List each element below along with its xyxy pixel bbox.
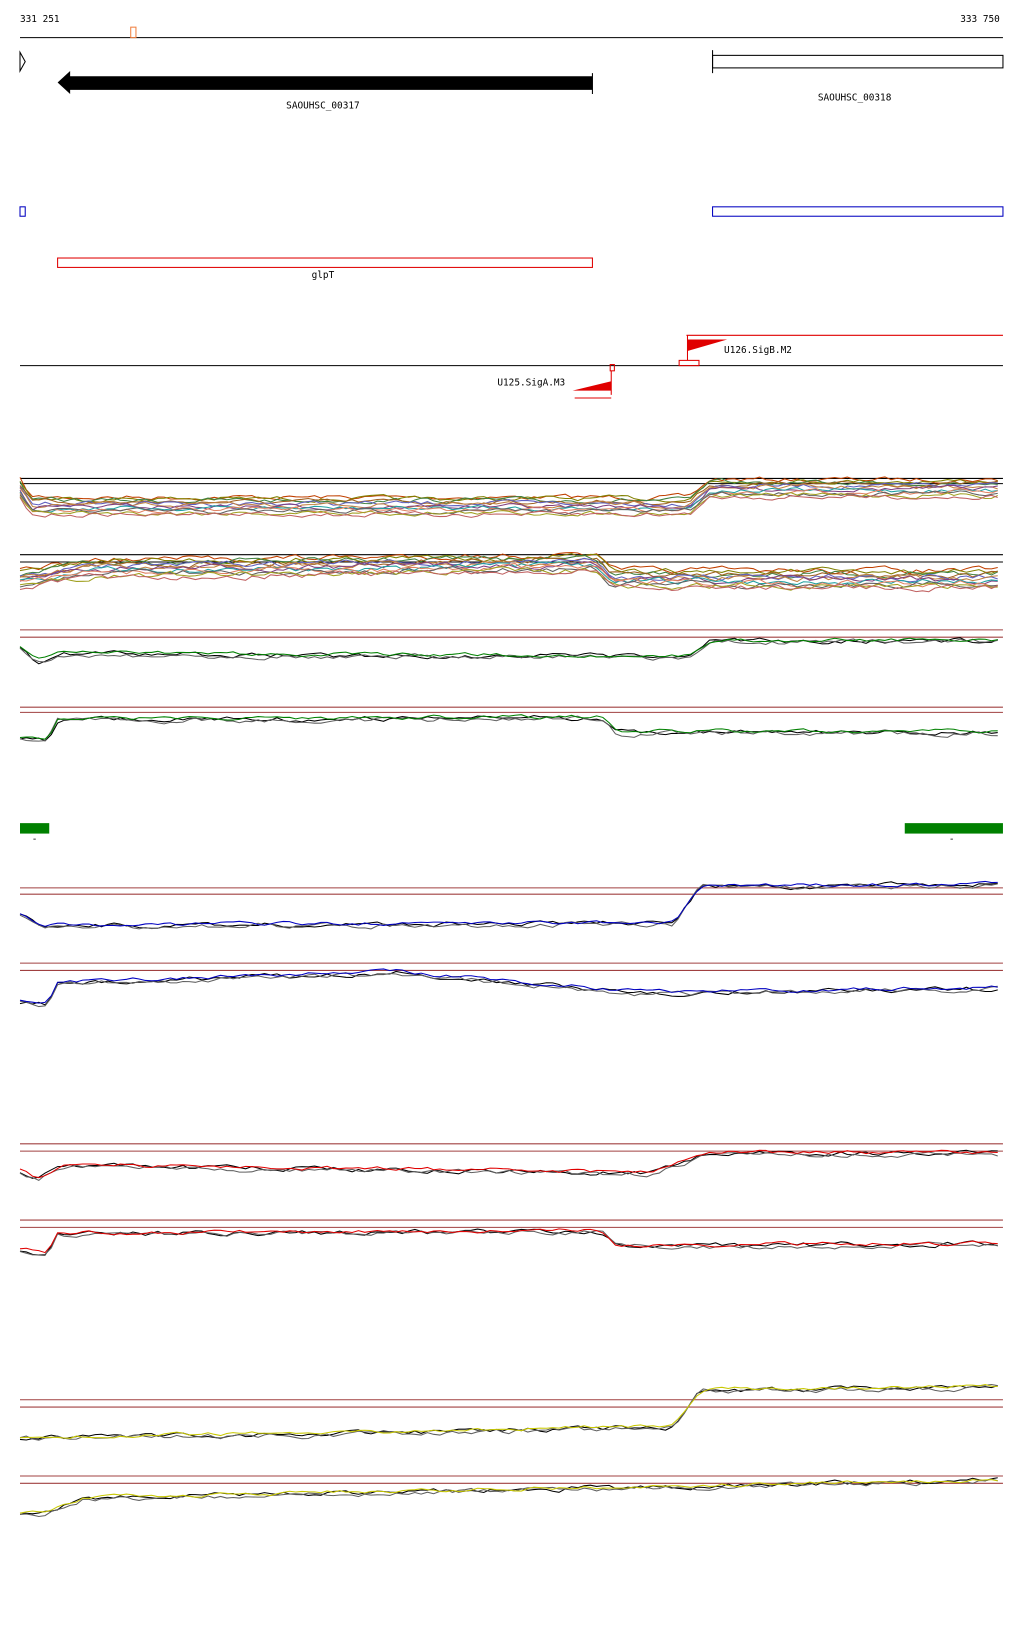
promoter-box bbox=[609, 364, 615, 372]
promoter-box bbox=[678, 359, 700, 367]
signal-line bbox=[19, 638, 998, 663]
signal-line bbox=[19, 715, 998, 742]
signal-line bbox=[19, 1383, 998, 1439]
feature-box bbox=[712, 206, 1004, 217]
segment-label: - bbox=[32, 834, 38, 845]
signal-line bbox=[19, 968, 998, 1004]
signal-line bbox=[19, 484, 998, 511]
gene-box bbox=[712, 54, 1004, 69]
feature-box bbox=[19, 206, 26, 217]
ruler-end: 333 750 bbox=[960, 14, 1000, 25]
operon-label: glpT bbox=[312, 270, 335, 281]
signal-line bbox=[19, 1151, 998, 1181]
ruler-start: 331 251 bbox=[20, 14, 60, 25]
expression-tracks bbox=[19, 476, 1003, 1518]
operon-box bbox=[57, 257, 593, 268]
signal-line bbox=[19, 637, 998, 665]
signal-line bbox=[19, 492, 998, 517]
gene-arrow bbox=[57, 71, 593, 95]
segment-box bbox=[20, 823, 50, 834]
signal-line bbox=[19, 970, 998, 1006]
signal-line bbox=[19, 566, 998, 591]
promoter-flag bbox=[687, 339, 728, 351]
signal-line bbox=[19, 554, 998, 579]
signal-line bbox=[19, 479, 998, 503]
signal-line bbox=[19, 552, 998, 575]
promoter-flag bbox=[572, 381, 612, 391]
gene-label: SAOUHSC_00317 bbox=[286, 101, 360, 112]
promoter-label: U125.SigA.M3 bbox=[497, 377, 565, 388]
signal-line bbox=[19, 1385, 998, 1441]
ruler: 331 251 333 750 bbox=[19, 14, 1003, 39]
signal-line bbox=[19, 561, 998, 586]
signal-line bbox=[19, 714, 998, 740]
signal-line bbox=[19, 569, 998, 593]
signal-line bbox=[19, 715, 998, 742]
signal-line bbox=[19, 494, 998, 518]
signal-line bbox=[19, 883, 998, 930]
signal-line bbox=[19, 1149, 998, 1179]
strand-marker bbox=[19, 50, 26, 74]
signal-line bbox=[19, 972, 998, 1008]
signal-line bbox=[19, 1478, 998, 1518]
signal-line bbox=[19, 637, 998, 659]
signal-line bbox=[19, 880, 998, 927]
segment-label: - bbox=[949, 834, 955, 845]
signal-line bbox=[19, 1479, 998, 1514]
signal-line bbox=[19, 1149, 998, 1179]
marker bbox=[130, 26, 137, 39]
signal-line bbox=[19, 1228, 998, 1254]
signal-line bbox=[19, 881, 998, 929]
signal-line bbox=[19, 1383, 998, 1441]
promoter-label: U126.SigB.M2 bbox=[724, 345, 792, 356]
signal-line bbox=[19, 1230, 998, 1256]
segment-box bbox=[904, 823, 1003, 834]
signal-line bbox=[19, 561, 998, 585]
gene-label: SAOUHSC_00318 bbox=[818, 92, 892, 103]
signal-line bbox=[19, 490, 998, 516]
signal-line bbox=[19, 487, 998, 513]
